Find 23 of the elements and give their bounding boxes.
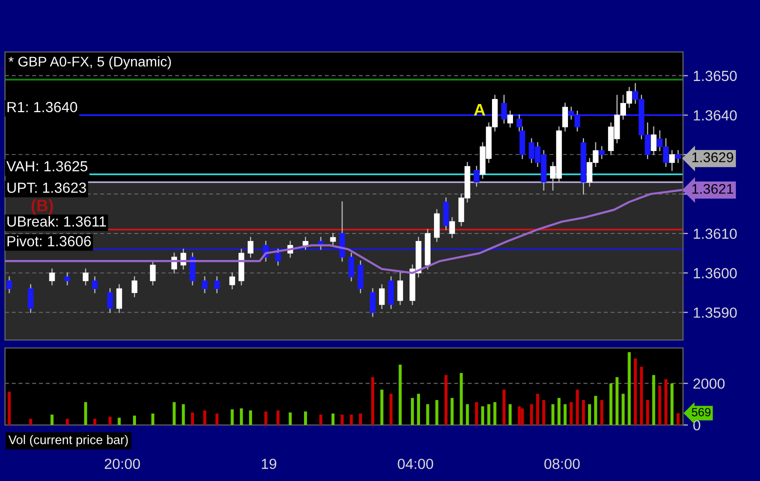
y-tick-label: 1.3610 (694, 228, 737, 239)
text: Vol (current price bar) (8, 435, 128, 447)
text: 1.3629 (692, 152, 734, 162)
annotation: A (474, 104, 486, 116)
ref-line-label: VAH: 1.3625 (6, 161, 88, 172)
y-tick-label: 1.3640 (694, 110, 737, 121)
x-tick-label: 20:00 (104, 458, 140, 470)
ref-line-label: UPT: 1.3623 (7, 182, 86, 193)
y-tick-label: 2000 (693, 378, 725, 389)
y-tick-label: 1.3590 (694, 307, 737, 318)
text: 569 (692, 408, 710, 416)
chart-title: * GBP A0-FX, 5 (Dynamic) (8, 56, 171, 70)
x-tick-label: 04:00 (398, 458, 434, 470)
ref-line-label: Pivot: 1.3606 (8, 236, 91, 246)
ref-line-label: UBreak: 1.3611 (7, 216, 106, 227)
y-tick-label: 0 (693, 420, 700, 430)
y-tick-label: 1.3650 (694, 70, 737, 82)
x-tick-label: 19 (262, 458, 276, 470)
x-tick-label: 08:00 (544, 458, 580, 470)
y-tick-label: 1.3600 (694, 268, 737, 278)
annotation: (B) (32, 199, 54, 215)
text: 1.3621 (692, 184, 734, 194)
ref-line-label: R1: 1.3640 (8, 102, 78, 112)
